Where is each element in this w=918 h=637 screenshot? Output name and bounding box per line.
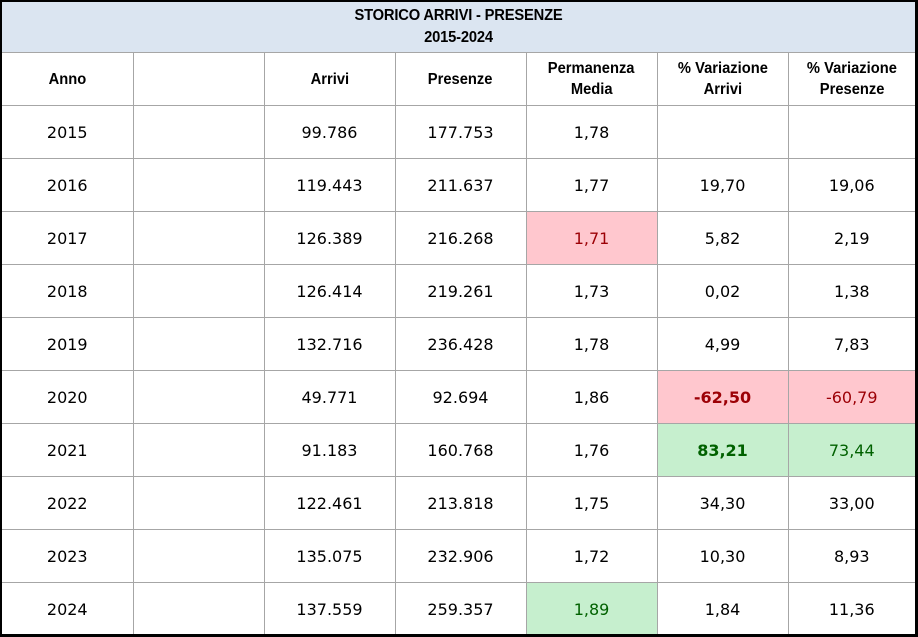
- cell-var-arrivi: 4,99: [657, 317, 789, 371]
- cell-blank: [133, 317, 265, 371]
- cell-presenze: 216.268: [395, 211, 527, 265]
- cell-var-presenze: [788, 105, 915, 159]
- cell-var-arrivi: 10,30: [657, 529, 789, 583]
- cell-presenze: 160.768: [395, 423, 527, 477]
- header-variazione-presenze: % Variazione Presenze: [788, 53, 915, 106]
- cell-permanenza: 1,75: [526, 476, 658, 530]
- table-row: 2023 135.075 232.906 1,72 10,30 8,93: [2, 529, 915, 583]
- cell-blank: [133, 476, 265, 530]
- cell-anno: 2020: [2, 370, 134, 424]
- cell-var-arrivi-max: 83,21: [657, 423, 789, 477]
- cell-arrivi: 126.414: [264, 264, 396, 318]
- table-row: 2019 132.716 236.428 1,78 4,99 7,83: [2, 317, 915, 371]
- cell-permanenza-min: 1,71: [526, 211, 658, 265]
- cell-var-arrivi: 0,02: [657, 264, 789, 318]
- cell-presenze: 236.428: [395, 317, 527, 371]
- cell-var-arrivi: 1,84: [657, 582, 789, 634]
- header-permanenza-media: Permanenza Media: [526, 53, 658, 106]
- cell-arrivi: 49.771: [264, 370, 396, 424]
- cell-permanenza: 1,77: [526, 158, 658, 212]
- header-arrivi: Arrivi: [264, 53, 396, 106]
- cell-permanenza: 1,78: [526, 317, 658, 371]
- cell-arrivi: 119.443: [264, 158, 396, 212]
- cell-var-arrivi-min: -62,50: [657, 370, 789, 424]
- cell-blank: [133, 582, 265, 634]
- cell-presenze: 177.753: [395, 105, 527, 159]
- cell-permanenza: 1,76: [526, 423, 658, 477]
- cell-anno: 2024: [2, 582, 134, 634]
- cell-var-arrivi: 19,70: [657, 158, 789, 212]
- cell-anno: 2018: [2, 264, 134, 318]
- table-row: 2018 126.414 219.261 1,73 0,02 1,38: [2, 264, 915, 318]
- table-title: STORICO ARRIVI - PRESENZE 2015-2024: [2, 2, 915, 53]
- cell-arrivi: 132.716: [264, 317, 396, 371]
- table-row: 2020 49.771 92.694 1,86 -62,50 -60,79: [2, 370, 915, 424]
- cell-var-presenze: 33,00: [788, 476, 915, 530]
- table-row: 2015 99.786 177.753 1,78: [2, 105, 915, 159]
- title-line-2: 2015-2024: [424, 29, 493, 46]
- table-row: 2024 137.559 259.357 1,89 1,84 11,36: [2, 582, 915, 634]
- cell-blank: [133, 105, 265, 159]
- table-row: 2017 126.389 216.268 1,71 5,82 2,19: [2, 211, 915, 265]
- cell-var-presenze: 19,06: [788, 158, 915, 212]
- cell-permanenza-max: 1,89: [526, 582, 658, 634]
- cell-presenze: 232.906: [395, 529, 527, 583]
- cell-presenze: 259.357: [395, 582, 527, 634]
- cell-anno: 2021: [2, 423, 134, 477]
- cell-var-presenze: 1,38: [788, 264, 915, 318]
- cell-arrivi: 126.389: [264, 211, 396, 265]
- cell-anno: 2019: [2, 317, 134, 371]
- cell-permanenza: 1,73: [526, 264, 658, 318]
- cell-permanenza: 1,72: [526, 529, 658, 583]
- cell-blank: [133, 370, 265, 424]
- cell-permanenza: 1,78: [526, 105, 658, 159]
- cell-var-arrivi: 5,82: [657, 211, 789, 265]
- cell-blank: [133, 423, 265, 477]
- cell-anno: 2016: [2, 158, 134, 212]
- cell-var-presenze-max: 73,44: [788, 423, 915, 477]
- header-blank: [133, 53, 265, 106]
- header-row: Anno Arrivi Presenze Permanenza Media % V…: [2, 53, 915, 106]
- cell-var-presenze: 11,36: [828, 599, 875, 619]
- cell-anno: 2015: [2, 105, 134, 159]
- table-row: 2016 119.443 211.637 1,77 19,70 19,06: [2, 158, 915, 212]
- cell-anno: 2023: [2, 529, 134, 583]
- header-presenze: Presenze: [395, 53, 527, 106]
- cell-var-presenze: 2,19: [788, 211, 915, 265]
- cell-blank: [133, 211, 265, 265]
- table-row: 2022 122.461 213.818 1,75 34,30 33,00: [2, 476, 915, 530]
- cell-arrivi: 99.786: [264, 105, 396, 159]
- cell-var-presenze-min: -60,79: [788, 370, 915, 424]
- header-variazione-arrivi: % Variazione Arrivi: [657, 53, 789, 106]
- cell-arrivi: 91.183: [264, 423, 396, 477]
- cell-presenze: 213.818: [395, 476, 527, 530]
- cell-presenze: 211.637: [395, 158, 527, 212]
- cell-arrivi: 137.559: [264, 582, 396, 634]
- cell-var-arrivi: 34,30: [657, 476, 789, 530]
- cell-anno: 2022: [2, 476, 134, 530]
- cell-var-presenze: 7,83: [788, 317, 915, 371]
- cell-permanenza: 1,86: [526, 370, 658, 424]
- cell-var-presenze: 8,93: [788, 529, 915, 583]
- cell-presenze: 92.694: [395, 370, 527, 424]
- cell-arrivi: 135.075: [264, 529, 396, 583]
- cell-blank: [133, 158, 265, 212]
- header-anno: Anno: [2, 53, 134, 106]
- cell-blank: [133, 529, 265, 583]
- table-row: 2021 91.183 160.768 1,76 83,21 73,44: [2, 423, 915, 477]
- storico-table: Anno Arrivi Presenze Permanenza Media % V…: [2, 53, 915, 634]
- cell-var-arrivi: [657, 105, 789, 159]
- cell-presenze: 219.261: [395, 264, 527, 318]
- cell-arrivi: 122.461: [264, 476, 396, 530]
- cell-anno: 2017: [2, 211, 134, 265]
- title-line-1: STORICO ARRIVI - PRESENZE: [354, 7, 563, 24]
- cell-blank: [133, 264, 265, 318]
